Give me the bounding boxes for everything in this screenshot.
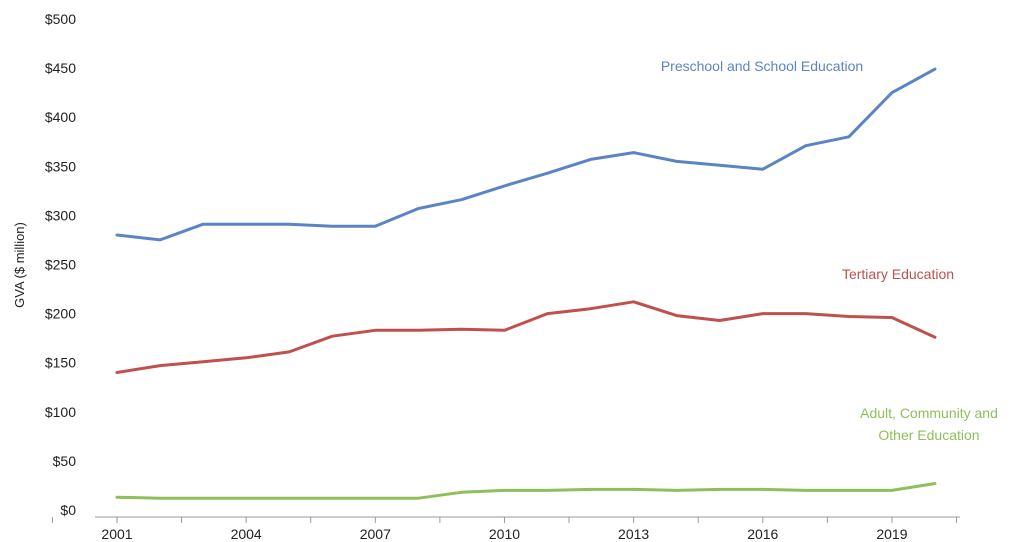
y-tick-label: $500 xyxy=(45,11,76,27)
y-tick-labels: $0 $50 $100 $150 $200 $250 $300 $350 $400 $450 $50… xyxy=(45,11,76,518)
series-labels: Preschool and School Education Tertiary E… xyxy=(661,58,998,443)
series-label-2: Adult, Community and xyxy=(860,405,998,421)
y-tick-label: $250 xyxy=(45,257,76,273)
series-label-0: Preschool and School Education xyxy=(661,58,863,74)
x-tick-label: 2004 xyxy=(231,526,262,542)
series-line-1 xyxy=(115,300,937,374)
y-tick-label: $0 xyxy=(60,502,76,518)
y-tick-label: $350 xyxy=(45,158,76,174)
y-tick-label: $100 xyxy=(45,404,76,420)
y-tick-label: $450 xyxy=(45,60,76,76)
y-axis-title: GVA ($ million) xyxy=(12,222,27,308)
series-lines xyxy=(115,67,937,500)
x-tick-label: 2001 xyxy=(101,526,132,542)
y-tick-label: $150 xyxy=(45,355,76,371)
y-tick-label: $300 xyxy=(45,207,76,223)
x-tick-label: 2010 xyxy=(489,526,520,542)
series-label-2: Other Education xyxy=(878,427,979,443)
y-tick-label: $50 xyxy=(53,453,77,469)
x-axis: 2001 2004 2007 2010 2013 2016 2019 xyxy=(51,516,960,542)
series-line-2 xyxy=(115,482,937,500)
x-tick-label: 2007 xyxy=(360,526,391,542)
x-tick-label: 2013 xyxy=(618,526,649,542)
y-tick-label: $200 xyxy=(45,306,76,322)
y-tick-label: $400 xyxy=(45,109,76,125)
x-tick-label: 2016 xyxy=(747,526,778,542)
series-line-0 xyxy=(115,67,937,242)
series-label-1: Tertiary Education xyxy=(842,266,954,282)
x-tick-label: 2019 xyxy=(876,526,907,542)
